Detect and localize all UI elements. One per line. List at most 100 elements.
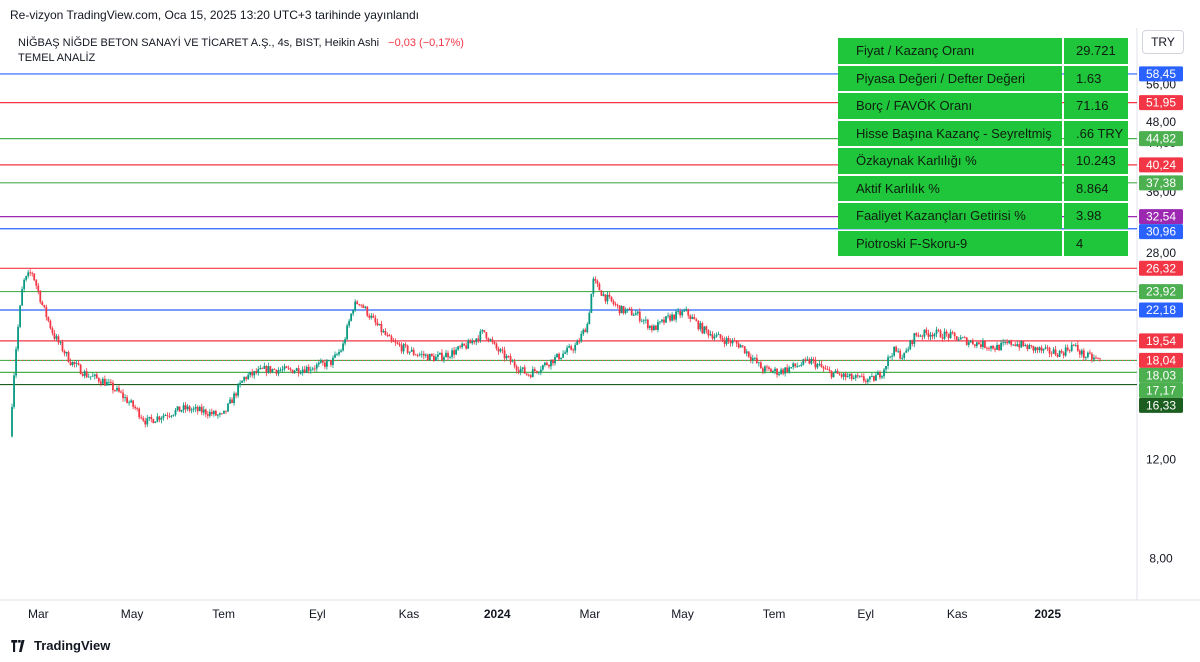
candle-body [955,336,958,341]
candle-body [778,373,780,375]
candle-body [667,315,669,317]
price-level-tag [1139,175,1183,191]
candle-body [200,406,203,413]
candle-body [818,363,821,365]
candle-body [426,354,429,361]
candle-body [297,368,300,374]
candle-body [788,367,791,372]
candle-body [332,357,334,365]
candle-body [673,314,675,320]
candle-body [134,406,137,409]
fundamental-label: Aktif Karlılık % [838,175,1062,201]
candle-body [473,341,476,343]
candle-body [909,340,912,350]
symbol-title[interactable]: NİĞBAŞ NİĞDE BETON SANAYİ VE TİCARET A.Ş… [18,37,380,49]
candle-body [166,415,169,417]
candle-body [885,365,887,370]
candle-body [170,415,173,417]
candle-body [311,368,314,370]
candle-body [93,374,96,376]
candle-body [364,306,367,308]
candle-body [479,331,482,341]
fundamentals-row: Piyasa Değeri / Defter Değeri 1.63 [838,65,1128,91]
fundamentals-row: Piotroski F-Skoru-9 4 [838,230,1128,256]
x-tick-label: May [121,607,144,621]
candle-body [156,416,159,422]
candle-body [544,362,546,366]
candle-body [1040,347,1043,351]
price-level-tag [1139,284,1183,300]
candle-body [578,341,581,343]
candle-body [588,312,591,324]
candle-body [883,369,885,377]
candle-body [749,356,752,361]
fundamentals-row: Faaliyet Kazançları Getirisi % 3.98 [838,203,1128,229]
candle-body [844,373,847,378]
candle-body [1044,347,1047,349]
candle-body [1010,340,1013,345]
candle-body [971,340,974,345]
candle-body [556,353,558,358]
candle-body [586,323,589,333]
candle-body [273,369,276,370]
candle-body [148,416,151,419]
candle-body [990,345,992,349]
candle-body [271,369,274,372]
price-level-tag [1139,95,1183,111]
candle-body [481,330,484,332]
candle-body [13,375,15,407]
candle-body [590,293,593,313]
chart-legend: NİĞBAŞ NİĞDE BETON SANAYİ VE TİCARET A.Ş… [18,36,464,66]
indicator-name[interactable]: TEMEL ANALİZ [18,52,96,64]
candle-body [834,370,837,373]
candle-body [1024,345,1027,347]
candle-body [733,340,736,342]
x-tick-label: Mar [580,607,601,621]
candle-body [804,359,807,361]
candle-body [416,355,419,356]
candle-body [612,301,615,305]
candle-body [491,339,494,342]
candle-body [475,338,478,343]
candle-body [648,325,651,329]
candle-body [33,273,36,281]
candle-body [1000,342,1002,351]
candle-body [1064,347,1067,356]
candle-body [1038,347,1041,351]
candle-body [223,410,225,414]
candle-body [122,392,124,399]
price-level-tag-label: 26,32 [1146,261,1176,275]
candle-body [35,280,38,286]
candle-body [996,344,998,350]
candle-body [687,309,690,316]
candle-body [505,356,508,359]
candle-body [620,306,623,314]
candle-body [592,278,595,294]
candle-body [772,371,774,372]
price-level-tag [1139,397,1183,413]
candle-body [1016,344,1019,347]
candle-body [681,311,684,316]
candle-body [467,340,470,349]
fundamentals-row: Aktif Karlılık % 8.864 [838,175,1128,201]
candle-body [802,359,805,365]
candle-body [277,370,280,374]
candle-body [19,305,21,327]
candle-body [253,371,256,376]
price-level-tag-label: 44,82 [1146,132,1176,146]
candle-body [887,357,889,366]
currency-selector[interactable]: TRY [1142,30,1184,54]
candle-body [43,305,46,308]
candle-body [194,406,197,409]
fundamental-label: Faaliyet Kazançları Getirisi % [838,203,1062,229]
candle-body [751,358,754,361]
candle-body [229,399,231,404]
candle-body [521,367,524,369]
candle-body [877,372,879,376]
candle-body [610,296,613,302]
candle-body [596,280,599,284]
candle-body [1052,349,1055,354]
candle-body [840,374,843,377]
tradingview-footer[interactable]: TradingView [10,638,110,653]
